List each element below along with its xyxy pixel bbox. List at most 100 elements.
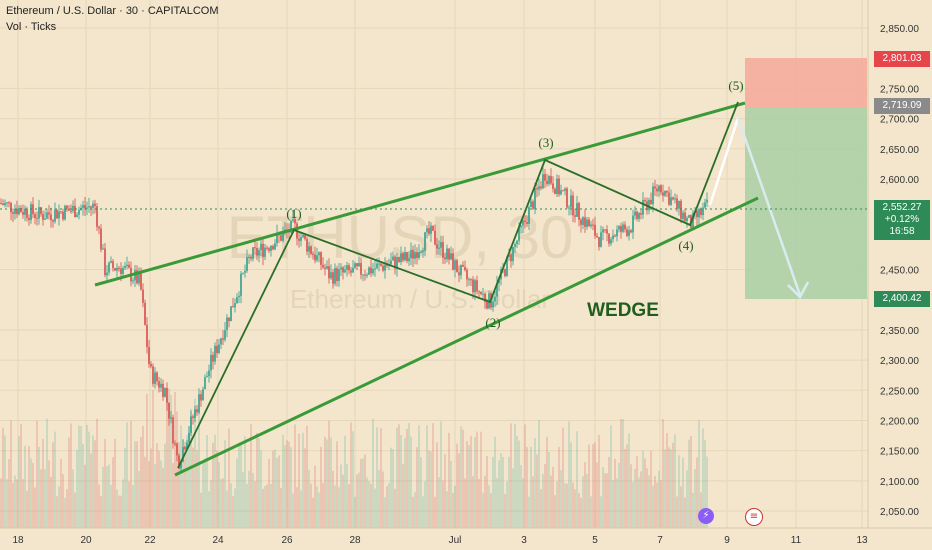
take-profit-zone[interactable] (745, 107, 867, 299)
volume-bar (642, 450, 644, 528)
candle-body (626, 229, 628, 236)
volume-bar (326, 439, 328, 528)
candle-body (404, 252, 406, 261)
volume-bar (434, 496, 436, 528)
volume-bar (404, 437, 406, 528)
candle-body (368, 267, 370, 275)
candle-body (464, 266, 466, 271)
candle-body (642, 200, 644, 215)
volume-bar (574, 489, 576, 528)
candle-body (450, 253, 452, 260)
candle-body (376, 263, 378, 269)
symbol-title[interactable]: Ethereum / U.S. Dollar · 30 · CAPITALCOM (6, 5, 219, 17)
lightning-icon[interactable]: ⚡ (698, 508, 714, 524)
volume-bar (220, 478, 222, 528)
candle-body (154, 372, 156, 384)
candle-body (688, 215, 690, 218)
wave-label-5: (5) (728, 78, 743, 93)
candle-body (260, 243, 262, 251)
candle-body (430, 225, 432, 234)
volume-bar (386, 486, 388, 528)
candle-body (416, 252, 418, 258)
price-axis[interactable] (868, 0, 932, 528)
volume-bar (124, 447, 126, 528)
candle-body (702, 207, 704, 216)
candle-body (112, 261, 114, 269)
candle-body (0, 203, 2, 205)
volume-bar (214, 434, 216, 528)
candle-body (638, 213, 640, 219)
candle-body (572, 195, 574, 216)
candle-body (600, 232, 602, 247)
candle-body (258, 250, 260, 256)
volume-bar (412, 496, 414, 528)
candle-body (602, 229, 604, 233)
lower-wedge-line[interactable] (174, 196, 759, 477)
candle-body (684, 212, 686, 222)
price-label: 2,350.00 (880, 326, 919, 337)
volume-bar (96, 418, 98, 528)
volume-bar (244, 436, 246, 528)
candle-body (656, 188, 658, 192)
volume-bar (172, 462, 174, 528)
candle-body (194, 409, 196, 419)
volume-bar (68, 437, 70, 528)
candle-body (382, 265, 384, 271)
volume-bar (640, 471, 642, 528)
volume-indicator-label[interactable]: Vol · Ticks (6, 21, 57, 33)
volume-bar (706, 456, 708, 528)
volume-bar (638, 477, 640, 528)
candle-body (434, 230, 436, 245)
candle-body (640, 213, 642, 215)
candle-body (432, 225, 434, 231)
volume-bar (662, 419, 664, 528)
candle-body (6, 202, 8, 204)
candle-body (264, 247, 266, 257)
candle-body (108, 262, 110, 273)
volume-bar (260, 450, 262, 528)
time-axis[interactable] (0, 528, 932, 550)
price-label: 2,200.00 (880, 416, 919, 427)
volume-bar (436, 442, 438, 528)
volume-bar (288, 441, 290, 528)
volume-bar (320, 446, 322, 528)
volume-bar (458, 453, 460, 528)
volume-bar (128, 481, 130, 528)
candle-body (360, 263, 362, 275)
volume-bar (150, 448, 152, 528)
candle-body (84, 205, 86, 209)
candle-body (182, 447, 184, 462)
candle-body (476, 280, 478, 292)
candle-body (156, 372, 158, 382)
volume-bar (54, 431, 56, 528)
elliott-wave-path[interactable] (177, 101, 739, 469)
candle-body (22, 212, 24, 215)
volume-bar (92, 435, 94, 528)
volume-bar (146, 394, 148, 528)
candle-body (560, 190, 562, 195)
volume-bar (612, 479, 614, 528)
upper-wedge-line[interactable] (94, 101, 746, 287)
volume-bar (324, 436, 326, 528)
candle-body (290, 220, 292, 233)
volume-bar (248, 470, 250, 528)
volume-bar (396, 427, 398, 528)
volume-bar (84, 464, 86, 528)
volume-bar (522, 478, 524, 528)
us-flag-icon[interactable]: ≡ (745, 508, 763, 526)
stop-loss-zone[interactable] (745, 58, 867, 107)
candle-body (14, 209, 16, 214)
volume-bar (704, 439, 706, 528)
volume-bar (318, 492, 320, 528)
volume-bar (376, 427, 378, 528)
volume-bar (0, 478, 2, 528)
volume-bar (556, 481, 558, 528)
volume-bar (86, 424, 88, 528)
candle-body (220, 338, 222, 345)
time-label: 22 (144, 535, 156, 546)
candle-body (664, 190, 666, 196)
candle-body (556, 178, 558, 194)
candle-body (648, 199, 650, 211)
volume-bar (254, 481, 256, 528)
